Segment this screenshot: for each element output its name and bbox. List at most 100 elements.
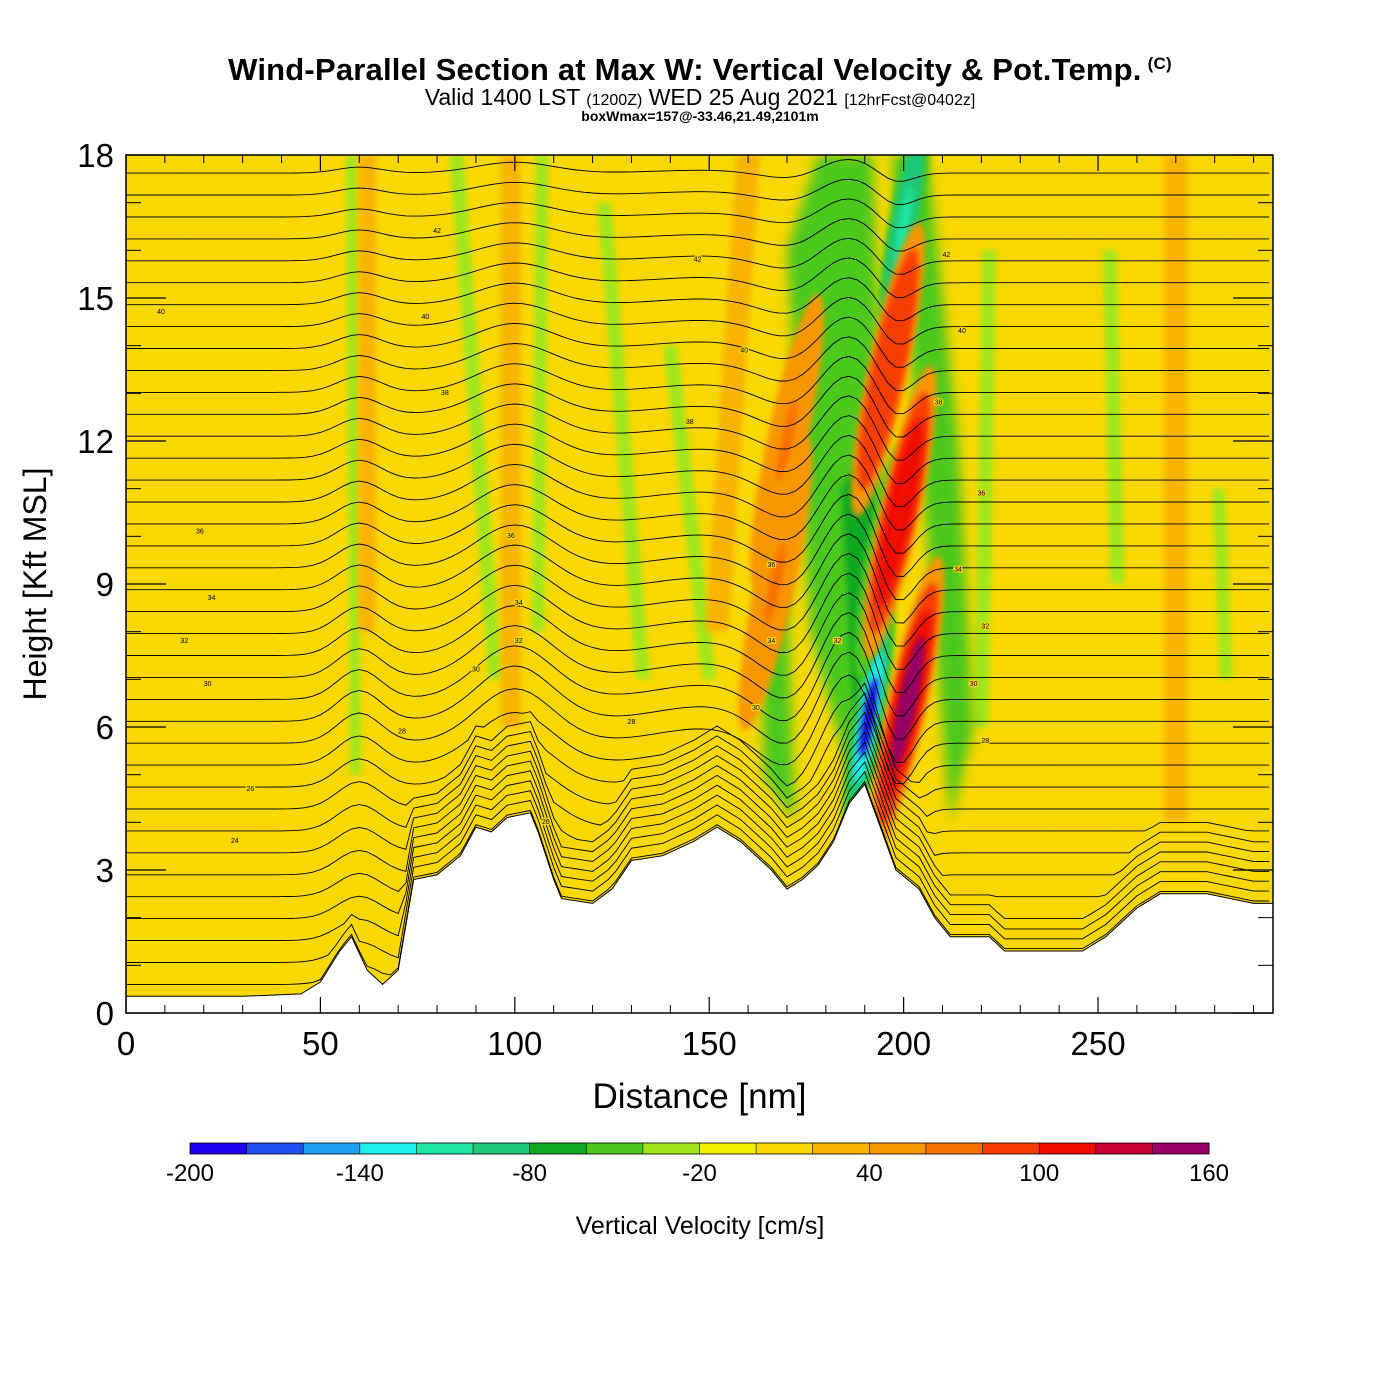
theta-contour-label: 26 — [542, 819, 550, 826]
theta-contour-label: 30 — [204, 681, 212, 688]
theta-contour — [126, 533, 1270, 624]
y-tick-label: 15 — [77, 280, 114, 317]
colorbar-segment — [869, 1143, 927, 1154]
y-tick-label: 9 — [96, 566, 114, 603]
updraft-core-level — [765, 542, 786, 626]
theta-contour — [126, 751, 1270, 920]
theta-contour-label: 40 — [958, 328, 966, 335]
theta-contour-label: 32 — [981, 624, 989, 631]
x-tick-label: 50 — [302, 1025, 339, 1062]
theta-contour — [126, 770, 1270, 963]
x-tick-label: 150 — [682, 1025, 737, 1062]
updraft-core — [750, 294, 824, 588]
downdraft-stripe — [1212, 488, 1233, 680]
theta-contour-label: 30 — [752, 705, 760, 712]
theta-contour — [126, 277, 1270, 322]
colorbar-tick-label: -200 — [166, 1160, 214, 1187]
copyright-mark: (C) — [1147, 53, 1172, 73]
theta-contour — [126, 721, 1270, 856]
colorbar-segment — [1095, 1143, 1153, 1154]
y-tick-label: 18 — [77, 137, 114, 174]
theta-contour — [126, 296, 1270, 345]
theta-contour — [126, 553, 1270, 647]
theta-contour — [126, 237, 1270, 275]
terrain-mask — [126, 783, 1273, 1013]
theta-contour-label: 36 — [507, 533, 515, 540]
theta-contour-label: 38 — [441, 390, 449, 397]
theta-contour-label: 26 — [247, 786, 255, 793]
theta-contour-label: 38 — [935, 400, 943, 407]
forecast-info: [12hrFcst@0402z] — [844, 92, 976, 109]
colorbar-segment — [586, 1143, 644, 1154]
theta-contour — [126, 711, 1270, 834]
x-tick-label: 0 — [117, 1025, 135, 1062]
box-wmax-info: boxWmax=157@-33.46,21.49,2101m — [581, 108, 819, 124]
contour-labels: 42 42 42 40 40 40 40 38 38 38 36 36 36 36 34 34 34 34 32 32… — [156, 227, 991, 847]
theta-contour — [126, 198, 1270, 229]
theta-contour — [126, 257, 1270, 298]
theta-contour-label: 42 — [694, 257, 702, 264]
theta-contour-label: 34 — [768, 638, 776, 645]
colorbar-segment — [303, 1143, 361, 1154]
colorbar-segment — [246, 1143, 304, 1154]
theta-contour — [126, 474, 1270, 554]
weak-region — [126, 155, 321, 870]
colorbar-tick-label: 160 — [1189, 1160, 1229, 1187]
theta-contour-label: 28 — [981, 738, 989, 745]
plot-area: 42 42 42 40 40 40 40 38 38 38 36 36 36 36 34 34 34 34 32 32… — [126, 155, 1273, 1013]
x-tick-label: 200 — [876, 1025, 931, 1062]
colorbar-segment — [925, 1143, 984, 1154]
chart-title-text: Wind-Parallel Section at Max W: Vertical… — [228, 52, 1142, 87]
x-tick-label: 100 — [487, 1025, 542, 1062]
theta-contour-label: 38 — [686, 419, 694, 426]
colorbar-segment — [190, 1143, 248, 1154]
colorbar-tick-label: -80 — [512, 1160, 547, 1187]
theta-contour — [126, 761, 1270, 941]
theta-contour — [126, 572, 1270, 670]
theta-contour-label: 42 — [942, 252, 950, 259]
theta-contour — [126, 731, 1270, 876]
theta-contour-label: 24 — [231, 838, 239, 845]
updraft-core — [870, 556, 945, 850]
theta-contour — [126, 336, 1270, 391]
potential-temperature-contours — [126, 159, 1270, 985]
colorbar-segment — [473, 1143, 531, 1154]
downdraft-stripe — [1102, 250, 1125, 585]
colorbar-segment — [756, 1143, 814, 1154]
colorbar-tick-label: 100 — [1019, 1160, 1059, 1187]
theta-contour — [126, 592, 1270, 694]
theta-contour-label: 34 — [515, 600, 523, 607]
colorbar-segment — [359, 1143, 417, 1154]
y-axis-label: Height [Kft MSL] — [17, 468, 53, 701]
theta-contour-label: 32 — [834, 638, 842, 645]
updraft-stripe — [358, 155, 376, 632]
theta-contour — [126, 218, 1270, 252]
theta-contour-label: 28 — [628, 719, 636, 726]
theta-contour — [126, 434, 1270, 508]
theta-contour — [126, 493, 1270, 577]
y-tick-label: 6 — [96, 709, 114, 746]
theta-contour-label: 34 — [954, 567, 962, 574]
updraft-core-level — [776, 399, 798, 483]
colorbar-segment — [982, 1143, 1040, 1154]
colorbar-tick-label: -20 — [682, 1160, 717, 1187]
x-axis-label: Distance [nm] — [593, 1077, 807, 1116]
theta-contour — [126, 375, 1270, 438]
valid-date: WED 25 Aug 2021 — [648, 84, 838, 110]
downdraft-stripe — [597, 202, 651, 680]
theta-contour — [126, 682, 1270, 787]
theta-contour — [126, 741, 1270, 898]
theta-contour-label: 40 — [740, 347, 748, 354]
valid-utc: (1200Z) — [586, 92, 643, 109]
colorbar-segment — [1152, 1143, 1210, 1154]
y-tick-label: 12 — [77, 423, 114, 460]
colorbar-segment — [699, 1143, 757, 1154]
theta-contour — [126, 178, 1270, 205]
colorbar-segment — [812, 1143, 870, 1154]
theta-contour-label: 28 — [398, 729, 406, 736]
theta-contour-label: 36 — [977, 490, 985, 497]
theta-contour-label: 32 — [180, 638, 188, 645]
colorbar-tick-label: 40 — [856, 1160, 883, 1187]
theta-contour-label: 34 — [208, 595, 216, 602]
